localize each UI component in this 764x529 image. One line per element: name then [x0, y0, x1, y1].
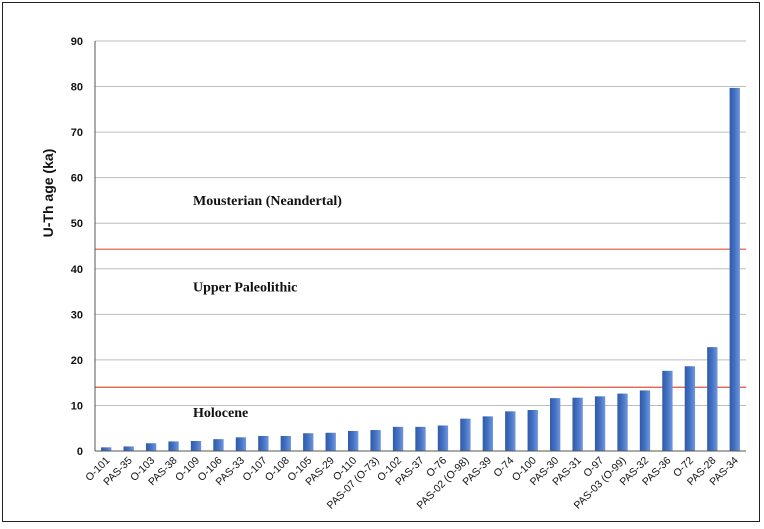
- y-tick-label: 0: [77, 446, 83, 458]
- annotation-label: Mousterian (Neandertal): [193, 194, 342, 209]
- y-tick-label: 60: [71, 173, 83, 185]
- bar: [572, 397, 583, 451]
- y-axis-label: U-Th age (ka): [40, 149, 56, 238]
- bar: [550, 398, 561, 451]
- bars: [101, 87, 740, 451]
- bar: [594, 396, 606, 451]
- bar: [280, 435, 291, 451]
- bar: [482, 416, 494, 451]
- bar: [123, 446, 134, 451]
- bar: [370, 430, 381, 451]
- bar: [505, 411, 516, 451]
- bar: [729, 87, 740, 451]
- y-tick-label: 50: [71, 218, 83, 230]
- bar-chart: 0 10 20 30 40 50 60 70 80 90 O-101PAS-35O-103PAS-…: [40, 36, 746, 512]
- bar: [662, 370, 673, 451]
- y-tick-labels: 0 10 20 30 40 50 60 70 80 90: [71, 36, 83, 458]
- bar: [258, 435, 269, 451]
- x-tick-labels: O-101PAS-35O-103PAS-38O-109O-106PAS-33O-…: [83, 455, 741, 512]
- y-tick-label: 90: [71, 36, 83, 48]
- bar: [684, 366, 696, 451]
- bar: [347, 430, 359, 451]
- y-tick-label: 70: [71, 127, 83, 139]
- chart-frame: 0 10 20 30 40 50 60 70 80 90 O-101 PAS-35 O-103 PAS-…: [2, 2, 760, 522]
- bar: [707, 347, 718, 451]
- y-tick-label: 20: [71, 355, 83, 367]
- annotation-label: Holocene: [193, 406, 248, 421]
- annotation-label: Upper Paleolithic: [193, 281, 297, 296]
- bar: [213, 439, 224, 451]
- x-tick-label: O-109: [173, 455, 202, 484]
- y-tick-label: 80: [71, 82, 83, 94]
- bar: [145, 443, 157, 451]
- gridlines: [95, 40, 746, 452]
- y-tick-label: 40: [71, 264, 83, 276]
- annotations: Mousterian (Neandertal) Upper Paleolithic…: [193, 194, 342, 421]
- bar: [415, 426, 426, 451]
- axes: [94, 41, 746, 452]
- bar: [617, 393, 628, 451]
- y-tick-label: 10: [71, 400, 83, 412]
- x-tick-label: O-108: [263, 455, 292, 484]
- bar: [303, 433, 314, 451]
- bar: [168, 441, 179, 451]
- bar: [437, 425, 449, 451]
- bar: [639, 390, 651, 451]
- bar: [325, 432, 336, 451]
- x-tick-label: O-107: [240, 455, 269, 484]
- bar: [460, 418, 471, 451]
- bar: [527, 410, 538, 451]
- bar: [235, 437, 247, 451]
- bar: [101, 447, 112, 451]
- y-tick-label: 30: [71, 309, 83, 321]
- bar: [190, 440, 202, 451]
- reference-lines: [95, 248, 746, 388]
- bar: [392, 426, 404, 451]
